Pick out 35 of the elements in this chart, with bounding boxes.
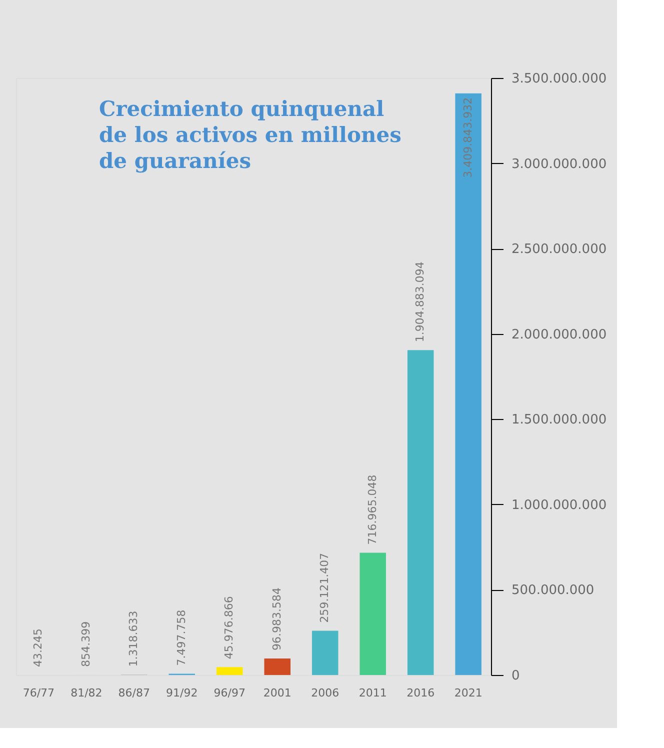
y-tick-label: 1.000.000.000 [512,498,607,513]
x-tick-label: 2011 [358,686,387,700]
y-tick-label: 2.000.000.000 [512,327,607,342]
x-tick-label: 2006 [311,686,340,700]
y-tick-label: 0 [512,668,520,684]
y-tick-label: 2.500.000.000 [512,242,607,258]
x-tick-label: 2016 [406,686,435,700]
x-tick-label: 96/97 [214,686,246,700]
bar [455,93,482,675]
x-tick-label: 2021 [454,686,482,700]
x-tick-label: 86/87 [118,686,150,700]
data-label: 3.409.843.932 [461,97,474,178]
x-tick-label: 76/77 [22,686,55,700]
y-tick-label: 3.500.000.000 [512,72,607,86]
data-label: 1.318.633 [127,610,140,667]
data-label: 45.976.866 [222,596,236,660]
data-label: 7.497.758 [174,610,188,666]
x-tick-label: 91/92 [166,686,198,700]
y-tick-label: 500.000.000 [512,583,594,598]
bar [407,350,434,675]
x-tick-label: 2001 [263,686,292,700]
bar [216,667,243,675]
data-label: 854.399 [79,621,92,667]
data-label: 96.983.584 [270,587,284,650]
x-tick-label: 81/82 [70,686,102,700]
data-label: 43.245 [32,628,45,667]
y-tick-label: 3.000.000.000 [512,156,607,172]
data-label: 1.904.883.094 [414,262,427,342]
bar [264,658,290,675]
data-label: 259.121.407 [318,552,332,623]
data-label: 716.965.048 [366,474,379,545]
bar [360,552,386,675]
text: Crecimiento quinquenal de los activos en millones de guaraníes [99,96,402,173]
bar [312,630,338,675]
y-tick-label: 1.500.000.000 [512,412,607,428]
